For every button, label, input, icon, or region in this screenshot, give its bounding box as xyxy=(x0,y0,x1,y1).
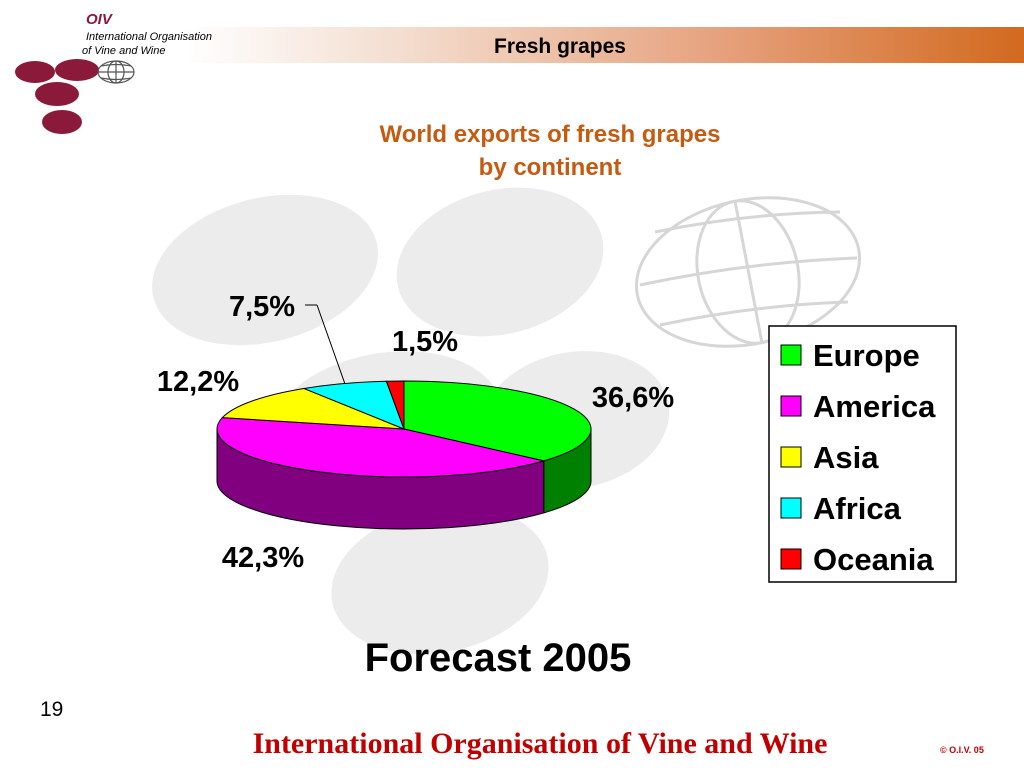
label-europe: 36,6% xyxy=(592,382,674,414)
legend-label-africa: Africa xyxy=(813,491,902,526)
legend-swatch-europe xyxy=(780,344,802,366)
logo-text-line1: International Organisation xyxy=(86,31,212,43)
label-oceania: 1,5% xyxy=(392,326,458,358)
africa-leader-line-diagonal xyxy=(316,304,346,385)
logo-text-line2: of Vine and Wine xyxy=(82,45,166,57)
copyright: © O.I.V. 05 xyxy=(940,745,984,755)
background-globe-icon xyxy=(634,196,862,348)
slide-title: Fresh grapes xyxy=(494,35,626,58)
chart-title-line1: World exports of fresh grapes xyxy=(379,121,721,148)
page-number: 19 xyxy=(40,698,64,721)
footer-organisation: International Organisation of Vine and W… xyxy=(252,727,828,760)
label-asia: 12,2% xyxy=(157,366,239,398)
chart-title: World exports of fresh grapes by contine… xyxy=(300,118,800,184)
forecast-label: Forecast 2005 xyxy=(364,636,632,680)
legend-swatch-africa xyxy=(780,497,802,519)
legend-label-oceania: Oceania xyxy=(813,542,934,577)
legend-swatch-america xyxy=(780,395,802,417)
pie-slice-america xyxy=(216,417,544,478)
legend-label-asia: Asia xyxy=(813,440,879,475)
legend-swatch-asia xyxy=(780,446,802,468)
label-america: 42,3% xyxy=(222,542,304,574)
label-africa: 7,5% xyxy=(229,291,295,323)
pie-slices xyxy=(216,380,592,478)
chart-title-line2: by continent xyxy=(478,154,622,181)
legend: Europe America Asia Africa Oceania xyxy=(768,325,957,583)
pie-slice-oceania xyxy=(385,380,405,430)
legend-swatch-oceania xyxy=(780,548,802,570)
header-bar xyxy=(0,27,1024,63)
grape-logo-icon xyxy=(15,59,135,134)
legend-label-europe: Europe xyxy=(813,338,920,373)
legend-label-america: America xyxy=(813,389,936,424)
logo-abbreviation: OIV xyxy=(86,11,112,28)
pie-slice-asia xyxy=(221,387,405,430)
pie-slice-europe xyxy=(403,380,592,462)
slice-labels: 36,6% 42,3% 12,2% 7,5% 1,5% xyxy=(157,291,674,574)
